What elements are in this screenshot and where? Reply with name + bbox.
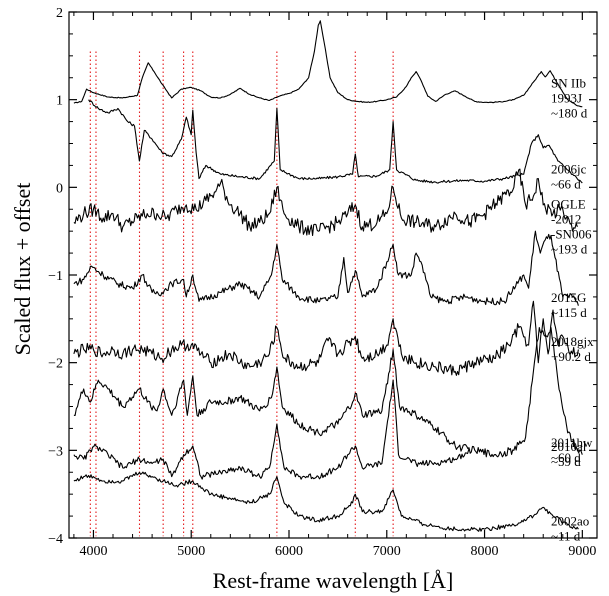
y-tick-label--2: −2 xyxy=(48,357,63,372)
series-label-2-line-2: -SN006 xyxy=(551,226,592,241)
series-label-2-line-1: -2012 xyxy=(551,211,581,226)
y-axis-title: Scaled flux + offset xyxy=(10,183,35,356)
series-label-1-line-1: ~66 d xyxy=(551,177,581,192)
series-label-6-line-0: 2011hw xyxy=(551,435,593,450)
series-label-2-line-3: ~193 d xyxy=(551,241,588,256)
series-label-5-line-1: ~59 d xyxy=(551,454,581,469)
series-line-6 xyxy=(73,379,471,480)
y-tick-label-0: 0 xyxy=(56,181,63,196)
series-label-0-line-1: 1993J xyxy=(551,91,582,106)
x-tick-label-6000: 6000 xyxy=(275,544,303,559)
series-label-7-line-1: ~11 d xyxy=(551,529,581,544)
series-label-3-line-1: ~115 d xyxy=(551,305,587,320)
y-tick-label-1: 1 xyxy=(56,94,63,109)
series-line-1 xyxy=(88,99,583,184)
series-line-7 xyxy=(73,471,579,532)
x-tick-label-9000: 9000 xyxy=(568,544,596,559)
spectra-series xyxy=(73,20,583,532)
series-line-5 xyxy=(73,327,583,458)
series-label-4-line-0: 2018gjx xyxy=(551,334,594,349)
series-label-4-line-1: +90.2 d xyxy=(551,349,591,364)
x-axis-title: Rest-frame wavelength [Å] xyxy=(213,568,454,593)
series-label-3-line-0: 2015G xyxy=(551,290,586,305)
plot-frame xyxy=(68,11,598,539)
x-tick-label-5000: 5000 xyxy=(177,544,205,559)
series-line-0 xyxy=(73,20,583,108)
axes-ticks: 4000 5000 6000 7000 8000 9000 2 1 0 −1 −2 −3 −4 xyxy=(48,6,597,559)
series-label-7-line-0: 2002ao xyxy=(551,514,589,529)
y-tick-label--1: −1 xyxy=(48,269,63,284)
series-line-4 xyxy=(73,300,579,376)
x-tick-label-4000: 4000 xyxy=(79,544,107,559)
series-label-1-line-0: 2006jc xyxy=(551,162,587,177)
series-label-5-line-0: 2010al xyxy=(551,439,587,454)
reference-lines xyxy=(89,51,394,537)
y-tick-label--4: −4 xyxy=(48,532,63,547)
y-tick-label--3: −3 xyxy=(48,444,63,459)
series-label-2-line-0: OGLE xyxy=(551,196,586,211)
series-line-2 xyxy=(73,168,578,237)
y-tick-label-2: 2 xyxy=(56,6,63,21)
x-tick-label-8000: 8000 xyxy=(471,544,499,559)
series-label-6-line-1: ~60 d xyxy=(551,450,581,465)
series-label-0-line-2: ~180 d xyxy=(551,106,588,121)
x-tick-label-7000: 7000 xyxy=(373,544,401,559)
series-label-0-line-0: SN IIb xyxy=(551,76,586,91)
series-line-3 xyxy=(73,230,579,306)
